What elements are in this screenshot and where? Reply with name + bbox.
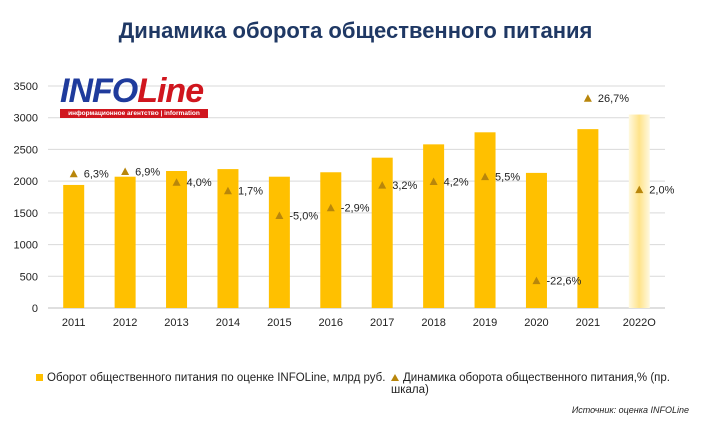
bar bbox=[114, 176, 136, 308]
legend-item-markers: Динамика оборота общественного питания,%… bbox=[391, 372, 711, 396]
x-tick-label: 2021 bbox=[576, 317, 600, 329]
x-tick-label: 2022О bbox=[623, 317, 656, 329]
bar bbox=[166, 170, 188, 308]
legend-item-bars: Оборот общественного питания по оценке I… bbox=[36, 372, 385, 384]
x-tick-label: 2011 bbox=[62, 317, 86, 329]
x-tick-label: 2015 bbox=[267, 317, 291, 329]
data-label: 1,7% bbox=[238, 186, 263, 198]
legend-bar-swatch bbox=[36, 374, 43, 382]
bar bbox=[63, 184, 85, 308]
x-tick-label: 2019 bbox=[473, 317, 497, 329]
x-tick-label: 2016 bbox=[319, 317, 343, 329]
bar bbox=[577, 129, 599, 308]
logo-tagline: информационное агентство | information a… bbox=[60, 109, 208, 126]
marker-triangle bbox=[583, 94, 592, 102]
marker-triangle bbox=[69, 169, 78, 178]
bar bbox=[423, 144, 445, 308]
source-note: Источник: оценка INFOLine bbox=[571, 405, 689, 415]
bar bbox=[268, 176, 290, 308]
marker-triangle bbox=[172, 178, 181, 186]
legend-markers-label: Динамика оборота общественного питания,%… bbox=[391, 372, 670, 396]
data-label: 2,0% bbox=[649, 185, 674, 197]
y-axis-ticks: 0 500 1000 1500 2000 2500 3000 3500 bbox=[14, 81, 38, 315]
marker-triangle bbox=[532, 276, 541, 285]
data-label: -2,9% bbox=[341, 203, 370, 215]
data-label: 5,5% bbox=[495, 172, 520, 184]
marker-triangle bbox=[326, 203, 335, 212]
y-tick-label: 2000 bbox=[14, 176, 38, 188]
gridlines bbox=[48, 85, 665, 309]
markers: 6,3% 6,9% 4,0% 1,7% -5,0% -2,9% 3,2% 4,2% 5,5% -2… bbox=[69, 93, 675, 288]
marker-triangle bbox=[481, 172, 490, 181]
legend-bars-label: Оборот общественного питания по оценке I… bbox=[47, 372, 386, 384]
y-tick-label: 1000 bbox=[14, 240, 38, 252]
y-tick-label: 3000 bbox=[14, 113, 38, 125]
marker-triangle bbox=[378, 181, 387, 189]
bar bbox=[371, 157, 393, 308]
chart-title: Динамика оборота общественного питания bbox=[118, 18, 593, 43]
legend-triangle-icon bbox=[391, 374, 399, 382]
y-tick-label: 0 bbox=[32, 303, 38, 315]
logo-text-blue: INFO bbox=[60, 72, 138, 110]
data-label: 4,2% bbox=[444, 176, 469, 188]
marker-triangle bbox=[223, 186, 232, 195]
marker-triangle bbox=[121, 167, 130, 175]
data-label: -22,6% bbox=[546, 276, 581, 288]
bars bbox=[63, 114, 650, 309]
y-tick-label: 3500 bbox=[14, 81, 38, 93]
infoline-logo: INFOLine информационное агентство | info… bbox=[60, 72, 210, 126]
x-tick-label: 2012 bbox=[113, 317, 137, 329]
marker-triangle bbox=[429, 177, 438, 185]
x-tick-label: 2013 bbox=[164, 317, 188, 329]
x-tick-label: 2018 bbox=[421, 317, 445, 329]
y-tick-label: 2500 bbox=[14, 144, 38, 156]
x-tick-label: 2017 bbox=[370, 317, 394, 329]
data-label: 3,2% bbox=[392, 180, 417, 192]
bar bbox=[628, 114, 650, 309]
y-tick-label: 1500 bbox=[14, 208, 38, 220]
data-label: -5,0% bbox=[289, 211, 318, 223]
data-label: 26,7% bbox=[598, 93, 629, 105]
marker-triangle bbox=[635, 185, 644, 194]
bar bbox=[217, 169, 239, 308]
y-tick-label: 500 bbox=[20, 271, 38, 283]
x-tick-label: 2020 bbox=[524, 317, 548, 329]
x-axis-ticks: 2011 2012 2013 2014 2015 2016 2017 2018 2019 2020… bbox=[62, 317, 656, 329]
x-tick-label: 2014 bbox=[216, 317, 240, 329]
data-label: 4,0% bbox=[187, 177, 212, 189]
data-label: 6,9% bbox=[135, 166, 160, 178]
bar bbox=[474, 132, 496, 308]
marker-triangle bbox=[275, 211, 284, 219]
data-label: 6,3% bbox=[84, 169, 109, 181]
bar bbox=[525, 172, 547, 308]
logo-text-red: Line bbox=[137, 72, 204, 110]
bar bbox=[320, 172, 342, 308]
